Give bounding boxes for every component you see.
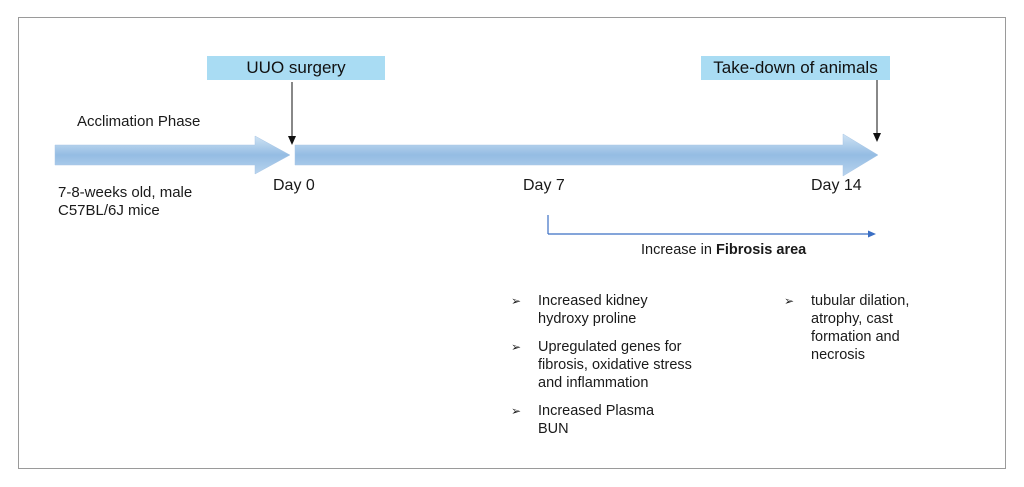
day7-finding-item: ➢ Increased kidney hydroxy proline: [511, 293, 648, 327]
day-0-label: Day 0: [273, 177, 315, 194]
day7-findings-list: ➢ Increased kidney hydroxy proline ➢ Upr…: [511, 292, 751, 448]
day-7-label: Day 7: [523, 177, 565, 194]
bullet-arrow-icon: ➢: [784, 294, 795, 308]
bullet-arrow-icon: ➢: [511, 294, 522, 308]
takedown-pointer-head: [873, 133, 881, 142]
day7-finding-item: ➢ Increased Plasma BUN: [511, 403, 655, 437]
surgery-pointer-head: [288, 136, 296, 145]
fibrosis-increase-emphasis: Fibrosis area: [715, 242, 807, 258]
day-14-label: Day 14: [811, 177, 862, 194]
bullet-arrow-icon: ➢: [511, 340, 522, 354]
day14-findings-list: ➢ tubular dilation, atrophy, cast format…: [784, 292, 984, 374]
bullet-arrow-icon: ➢: [511, 404, 522, 418]
mice-description-line1: 7-8-weeks old, male: [58, 184, 193, 201]
day7-finding-item: ➢ Upregulated genes for fibrosis, oxidat…: [511, 339, 692, 391]
fibrosis-bracket-head: [868, 230, 876, 238]
acclimation-arrow: [54, 135, 291, 175]
fibrosis-increase-label: Increase in Fibrosis area: [641, 241, 806, 260]
acclimation-label: Acclimation Phase: [77, 113, 201, 130]
uuo-surgery-tag: UUO surgery: [207, 56, 385, 80]
takedown-tag: Take-down of animals: [701, 56, 890, 80]
day14-finding-item: ➢ tubular dilation, atrophy, cast format…: [784, 293, 910, 363]
mice-description-line2: C57BL/6J mice: [58, 202, 160, 219]
experiment-arrow: [294, 133, 879, 177]
diagram-frame: [18, 17, 1006, 469]
fibrosis-increase-prefix: Increase in: [641, 242, 716, 258]
